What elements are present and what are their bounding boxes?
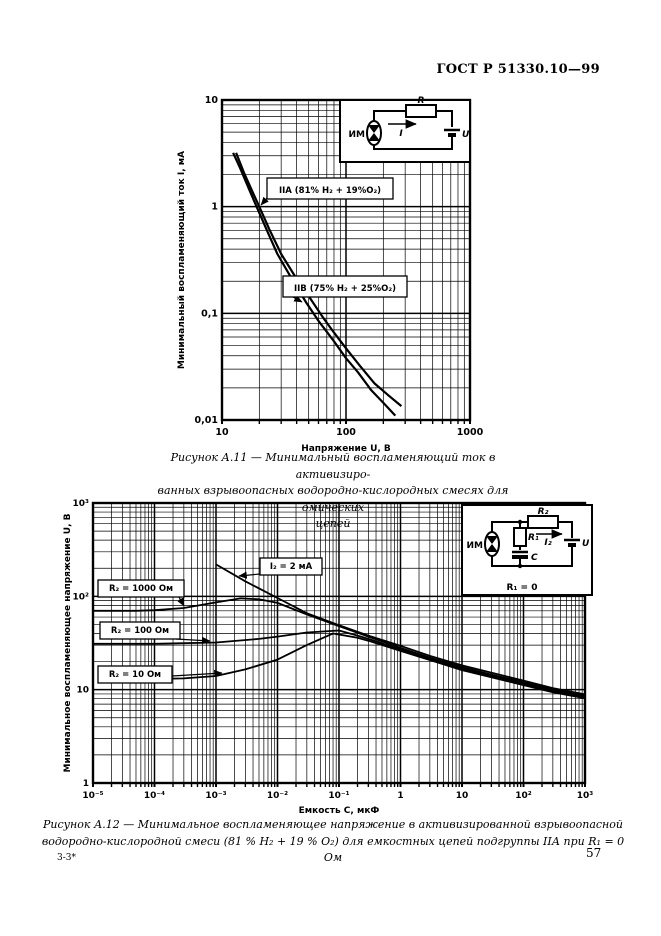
chart-a12: R₂ = 1000 Ом R₂ = 100 Ом R₂ = 10 Ом I₂ = 2 … [63, 499, 593, 816]
curve-label-box [282, 275, 408, 298]
inset-circuit-capacitive: R₂ ИМ R₁ C I₂ U R₁ = 0 [461, 504, 593, 596]
curve-label-leader [292, 295, 303, 303]
x-axis-title: Напряжение U, В [301, 444, 391, 454]
resistor-symbol [405, 104, 437, 118]
y-tick-label: 10 [205, 95, 219, 106]
curve-label-box [266, 177, 394, 200]
curve-label-text: IIB (75% H₂ + 25%O₂) [294, 284, 396, 294]
resistor-r1-label: R₁ [528, 533, 539, 543]
curve-label-leader [238, 571, 261, 579]
current-label: I₂ [544, 538, 551, 548]
curve-label-box [97, 579, 185, 598]
x-tick-label: 10⁻¹ [328, 791, 349, 801]
circuit-wires [491, 521, 573, 567]
curve-label-leader [177, 596, 185, 607]
igniter-label: ИМ [467, 541, 484, 551]
curve-1 [232, 152, 397, 417]
x-axis-title: Емкость С, мкФ [299, 806, 380, 816]
x-tick-label: 10⁻⁴ [144, 791, 165, 801]
curve-label-text: I₂ = 2 мА [270, 562, 313, 572]
figure-a12: R₂ = 1000 Ом R₂ = 100 Ом R₂ = 10 Ом I₂ = 2 … [58, 494, 658, 828]
x-tick-label: 10⁻³ [205, 791, 226, 801]
y-axis-title: Минимальный воспламеняющий ток I, мА [177, 151, 187, 369]
chart-curve-labels: IIA (81% H₂ + 19%O₂) IIB (75% H₂ + 25%O₂) [260, 177, 408, 303]
curve-label-leader [171, 669, 223, 678]
curve-label-box [259, 557, 323, 576]
igniter-hourglass [486, 536, 498, 552]
curve-1 [93, 629, 586, 699]
x-tick-label: 10⁻² [267, 791, 288, 801]
curve-label-leader [175, 636, 211, 645]
igniter-label: ИМ [349, 130, 366, 140]
page-header: ГОСТ Р 51330.10—99 [436, 62, 600, 77]
curve-label-text: IIA (81% H₂ + 19%O₂) [279, 186, 381, 196]
voltage-label: U [462, 130, 470, 140]
x-tick-label: 10 [456, 791, 469, 801]
chart-curve-labels: R₂ = 1000 Ом R₂ = 100 Ом R₂ = 10 Ом I₂ = 2 … [97, 557, 323, 684]
resistor-r2-symbol [527, 515, 559, 529]
chart-axes: 10 100 1000 10 1 0,1 0,01 Напряжение U, В Минима… [177, 95, 484, 454]
figure-a11: IIA (81% H₂ + 19%O₂) IIB (75% H₂ + 25%O₂)… [168, 93, 486, 457]
junction-dot [517, 519, 523, 525]
chart-curves [93, 563, 586, 700]
chart-axes: 10⁻⁵ 10⁻⁴ 10⁻³ 10⁻² 10⁻¹ 1 10 10² 10³ 10³ 10² 10 1 Ем… [63, 499, 593, 816]
figure-a12-caption: Рисунок А.12 — Минимальное воспламеняюще… [33, 817, 633, 867]
chart-a11: IIA (81% H₂ + 19%O₂) IIB (75% H₂ + 25%O₂)… [177, 95, 484, 454]
caption-line: Рисунок А.12 — Минимальное воспламеняюще… [42, 818, 623, 831]
curve-label-text: R₂ = 1000 Ом [109, 584, 173, 594]
curve-label-text: R₂ = 10 Ом [109, 670, 161, 680]
x-tick-label: 1000 [457, 427, 484, 438]
x-tick-label: 10³ [577, 791, 594, 801]
y-tick-label: 10³ [73, 499, 90, 509]
junction-dot [517, 563, 523, 569]
caption-line: водородно-кислородной смеси (81 % H₂ + 1… [41, 834, 625, 865]
circuit-wires [373, 110, 453, 150]
inset-circuit-ohmic: R ИМ I U [339, 96, 471, 163]
igniter-hourglass [368, 125, 380, 141]
y-tick-label: 1 [211, 202, 218, 213]
y-tick-label: 1 [83, 779, 89, 789]
figure-a11-caption: Рисунок А.11 — Минимальный воспламеняющи… [133, 450, 533, 533]
footer-note: 3-3* [57, 853, 76, 863]
y-tick-label: 0,1 [201, 308, 218, 319]
r1-zero-note: R₁ = 0 [507, 583, 538, 593]
curve-label-box [97, 665, 173, 684]
x-tick-label: 1 [397, 791, 403, 801]
resistor-label: R [418, 96, 425, 106]
x-tick-label: 100 [336, 427, 356, 438]
curve-2 [154, 632, 586, 700]
y-tick-label: 10 [76, 686, 89, 696]
voltage-label: U [582, 539, 590, 549]
caption-line: Рисунок А.11 — Минимальный воспламеняющи… [170, 451, 496, 481]
x-tick-label: 10 [215, 427, 229, 438]
x-tick-label: 10² [515, 791, 532, 801]
curve-3 [215, 563, 586, 696]
resistor-r1-symbol [513, 527, 527, 547]
page-number: 57 [586, 846, 602, 860]
resistor-r2-label: R₂ [538, 507, 549, 517]
curve-0 [93, 597, 586, 697]
current-label: I [399, 129, 403, 139]
y-tick-label: 10² [73, 592, 90, 602]
y-tick-label: 0,01 [195, 415, 218, 426]
x-tick-label: 10⁻⁵ [82, 791, 103, 801]
curve-label-box [99, 621, 181, 640]
y-axis-title: Минимальное воспламеняющее напряжение U,… [63, 513, 73, 772]
curve-label-text: R₂ = 100 Ом [111, 626, 169, 636]
capacitor-label: C [531, 553, 538, 563]
